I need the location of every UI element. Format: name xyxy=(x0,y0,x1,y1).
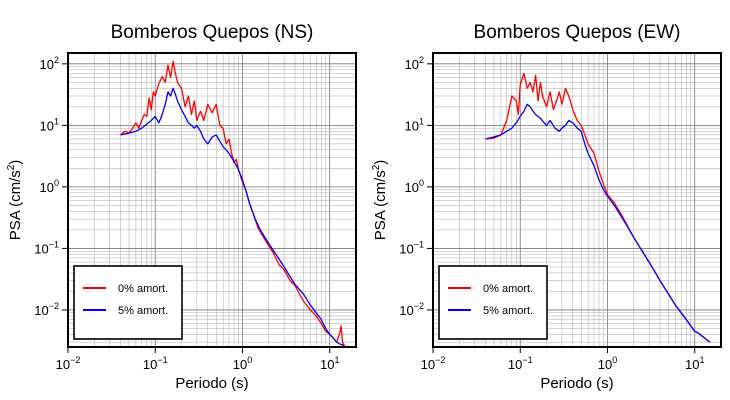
plot-frame xyxy=(67,52,357,348)
legend-entry-label: 0% amort. xyxy=(118,283,168,295)
x-axis-label: Periodo (s) xyxy=(175,375,248,392)
chart-title: Bomberos Quepos (EW) xyxy=(474,22,681,43)
legend: 0% amort. 5% amort. xyxy=(73,265,183,340)
chart-ns: 10−2 10−1 100 101 10−2 10−1 100 101 102 Bomberos … xyxy=(6,22,357,392)
x-axis-label: Periodo (s) xyxy=(540,375,613,392)
chart-panel-ns: 10−2 10−1 100 101 10−2 10−1 100 101 102 Bomberos … xyxy=(6,22,357,392)
chart-title: Bomberos Quepos (NS) xyxy=(111,22,314,43)
legend-box xyxy=(438,265,548,340)
x-tick-label: 100 xyxy=(598,355,617,372)
y-tick-label: 10−1 xyxy=(34,239,59,256)
legend-entry-label: 5% amort. xyxy=(483,305,533,317)
legend-box xyxy=(73,265,183,340)
series-line-damped-5pct xyxy=(485,103,711,343)
y-tick-label: 102 xyxy=(405,55,424,72)
y-tick-label: 10−1 xyxy=(399,239,424,256)
x-tick-label: 10−2 xyxy=(56,355,81,372)
grid xyxy=(67,53,357,347)
legend-entry-label: 0% amort. xyxy=(483,283,533,295)
x-tick-label: 100 xyxy=(233,355,252,372)
chart-ew: 10−2 10−1 100 101 10−2 10−1 100 101 102 Bomberos … xyxy=(371,22,722,392)
series-line-damped-5pct xyxy=(120,87,346,348)
chart-panel-ew: 10−2 10−1 100 101 10−2 10−1 100 101 102 Bomberos … xyxy=(365,0,730,400)
x-tick-label: 101 xyxy=(320,355,339,372)
series-line-undamped xyxy=(120,60,346,348)
plot-frame xyxy=(432,52,722,348)
y-axis-label: PSA (cm/s2) xyxy=(6,160,24,241)
y-tick-label: 10−2 xyxy=(399,301,424,318)
y-tick-label: 100 xyxy=(405,178,424,195)
y-axis-label: PSA (cm/s2) xyxy=(371,160,389,241)
x-tick-label: 10−2 xyxy=(421,355,446,372)
y-tick-label: 101 xyxy=(40,116,59,133)
x-tick-label: 10−1 xyxy=(143,355,168,372)
x-tick-label: 10−1 xyxy=(508,355,533,372)
x-tick-label: 101 xyxy=(685,355,704,372)
legend-entry-label: 5% amort. xyxy=(118,305,168,317)
y-tick-label: 100 xyxy=(40,178,59,195)
legend: 0% amort. 5% amort. xyxy=(438,265,548,340)
y-tick-label: 10−2 xyxy=(34,301,59,318)
y-tick-label: 101 xyxy=(405,116,424,133)
y-tick-label: 102 xyxy=(40,55,59,72)
